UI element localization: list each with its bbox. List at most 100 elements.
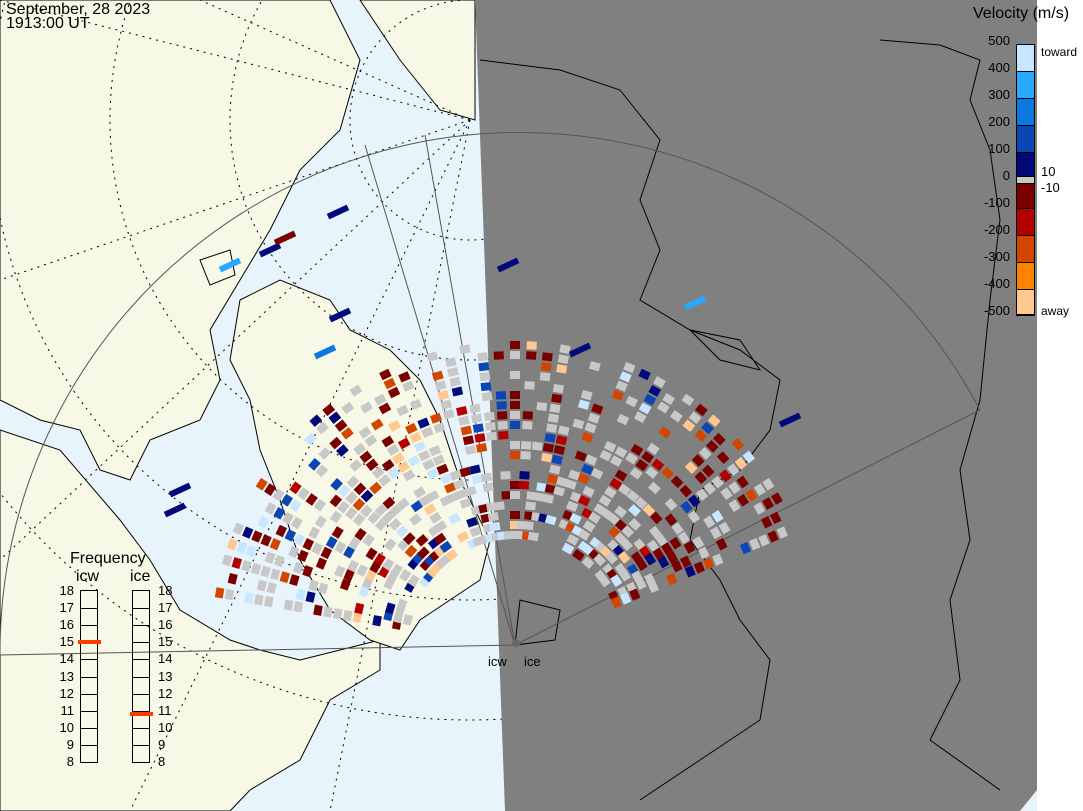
echo-cell [707,414,721,428]
echo-cell [370,418,384,431]
radar-label-ice: ice [524,654,541,669]
echo-cell [519,471,530,480]
frequency-tick-label: 18 [158,583,173,598]
echo-cell [163,502,187,518]
echo-cell [245,545,257,558]
echo-cell [397,437,411,450]
frequency-marker [130,712,153,717]
echo-cell [326,204,350,220]
colorbar-segment [1017,236,1034,263]
echo-cell [349,384,363,397]
echo-cell [591,403,604,415]
echo-cell [402,469,416,482]
echo-cell [352,611,363,623]
echo-cell [477,352,489,362]
echo-cell [381,459,395,472]
echo-cell [367,511,381,525]
echo-cell [551,454,563,465]
echo-cell [767,530,779,543]
echo-cell [409,431,422,444]
echo-cell [483,411,495,421]
echo-cell [242,526,254,539]
echo-cell [692,536,705,549]
echo-cell [445,548,458,562]
echo-cell [555,435,568,446]
echo-cell [283,599,294,611]
echo-cell [289,574,300,587]
echo-cell [702,557,715,570]
echo-cell [687,494,701,508]
echo-cell [661,466,675,480]
echo-cell [387,467,401,480]
echo-cell [236,541,248,554]
echo-cell [485,421,496,431]
echo-cell [687,510,701,524]
echo-cell [698,447,712,460]
echo-cell [577,399,590,410]
echo-cell [684,461,698,474]
echo-cell [328,411,342,424]
echo-cell [311,542,324,555]
echo-cell [684,565,696,578]
echo-cell [345,506,358,520]
echo-cell [670,475,684,489]
echo-cell [625,452,638,465]
echo-cell [541,352,553,362]
echo-cell [343,545,356,559]
echo-cell [623,361,636,374]
echo-cell [469,464,481,475]
echo-cell [670,410,683,423]
night-side-terminator [475,0,1037,811]
echo-cell [625,395,638,408]
echo-cell [309,414,323,428]
echo-cell [459,344,471,354]
echo-cell [531,441,543,451]
echo-cell [466,516,479,528]
colorbar-segment [1017,153,1034,177]
colorbar-segment [1017,209,1034,236]
echo-cell [617,550,631,564]
frequency-tick-label: 14 [59,651,74,667]
echo-cell [629,467,643,480]
echo-cell [384,538,397,552]
echo-cell [358,426,372,439]
echo-cell [260,534,272,547]
map-date: September, 28 2023 [6,1,151,18]
frequency-tick-label: 15 [59,634,74,650]
echo-cell [365,547,378,561]
echo-cell [739,541,752,555]
echo-cell [456,488,469,500]
echo-cell [630,443,644,456]
echo-cell [433,422,446,434]
echo-cell [664,498,678,511]
echo-cell [527,531,539,542]
echo-cell [534,492,546,502]
echo-cell [431,370,444,382]
echo-cell [712,432,726,446]
echo-cell [638,402,652,415]
echo-cell [566,500,579,512]
echo-cell [641,450,654,464]
echo-cell [314,515,327,529]
echo-cell [501,490,512,500]
echo-cell [577,528,591,541]
echo-cell [433,532,447,545]
echo-cell [289,499,302,513]
echo-cell [305,493,318,506]
echo-cell [544,483,557,495]
echo-cell [305,591,316,603]
colorbar-title: Velocity (m/s) [973,5,1070,22]
echo-cell [555,476,568,487]
echo-cell [462,435,475,446]
echo-cell [547,413,559,423]
colorbar-tick-label: -100 [983,195,1010,210]
echo-cell [374,518,388,531]
echo-cell [308,526,321,540]
echo-cell [402,532,416,545]
echo-cell [598,574,611,588]
echo-cell [232,522,245,535]
echo-cell [304,432,318,446]
echo-cell [619,371,632,383]
echo-cell [313,498,327,512]
echo-cell [224,588,235,601]
